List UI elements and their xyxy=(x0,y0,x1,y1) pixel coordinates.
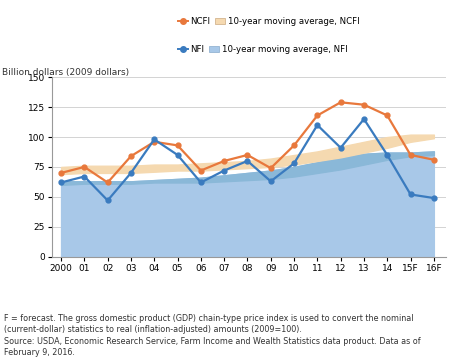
Text: F = forecast. The gross domestic product (GDP) chain-type price index is used to: F = forecast. The gross domestic product… xyxy=(4,314,421,357)
Text: Net farm income (NFI) and net cash farm income (NCFI),: Net farm income (NFI) and net cash farm … xyxy=(7,22,370,32)
Legend: NFI, 10-year moving average, NFI: NFI, 10-year moving average, NFI xyxy=(174,42,351,58)
Text: Billion dollars (2009 dollars): Billion dollars (2009 dollars) xyxy=(2,68,130,77)
Text: inflation adjusted, 2000-2016F: inflation adjusted, 2000-2016F xyxy=(7,50,205,60)
